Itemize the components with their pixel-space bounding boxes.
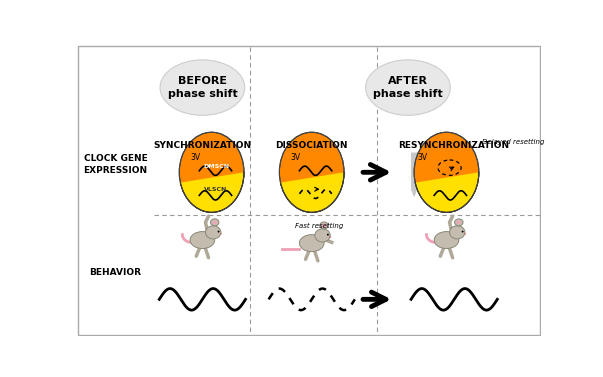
Ellipse shape	[450, 226, 465, 239]
Text: DMSCN: DMSCN	[203, 164, 229, 169]
Text: SYNCHRONIZATION: SYNCHRONIZATION	[153, 141, 251, 150]
Polygon shape	[180, 172, 244, 212]
Ellipse shape	[456, 221, 461, 224]
Ellipse shape	[462, 231, 464, 233]
Ellipse shape	[206, 226, 221, 239]
Ellipse shape	[320, 222, 328, 229]
Ellipse shape	[279, 132, 344, 212]
Text: 3V: 3V	[417, 153, 428, 162]
Text: BEHAVIOR: BEHAVIOR	[89, 268, 141, 277]
Text: Fast resetting: Fast resetting	[295, 223, 344, 229]
FancyBboxPatch shape	[78, 46, 540, 335]
Text: DISSOCIATION: DISSOCIATION	[276, 141, 348, 150]
Polygon shape	[412, 190, 416, 196]
Ellipse shape	[464, 233, 466, 234]
Ellipse shape	[327, 234, 329, 236]
Ellipse shape	[220, 233, 222, 234]
Text: AFTER
phase shift: AFTER phase shift	[373, 76, 443, 99]
Ellipse shape	[212, 221, 217, 224]
Ellipse shape	[300, 234, 324, 251]
Ellipse shape	[329, 236, 331, 238]
Text: Delayed resetting: Delayed resetting	[482, 138, 545, 144]
Polygon shape	[185, 190, 189, 196]
Text: CLOCK GENE
EXPRESSION: CLOCK GENE EXPRESSION	[83, 154, 148, 175]
Ellipse shape	[210, 219, 219, 226]
Ellipse shape	[434, 231, 459, 248]
Ellipse shape	[414, 132, 479, 212]
Ellipse shape	[179, 132, 244, 212]
Ellipse shape	[315, 229, 330, 242]
Ellipse shape	[160, 60, 245, 115]
Polygon shape	[285, 190, 289, 196]
Text: VLSCN: VLSCN	[204, 187, 227, 192]
Ellipse shape	[322, 224, 326, 227]
Polygon shape	[280, 172, 344, 212]
Text: 3V: 3V	[190, 153, 200, 162]
Polygon shape	[415, 172, 479, 212]
Text: BEFORE
phase shift: BEFORE phase shift	[168, 76, 237, 99]
Ellipse shape	[218, 231, 219, 233]
Text: 3V: 3V	[290, 153, 300, 162]
Ellipse shape	[190, 231, 215, 248]
Text: RESYNCHRONIZATION: RESYNCHRONIZATION	[399, 141, 510, 150]
Ellipse shape	[455, 219, 463, 226]
Ellipse shape	[365, 60, 450, 115]
